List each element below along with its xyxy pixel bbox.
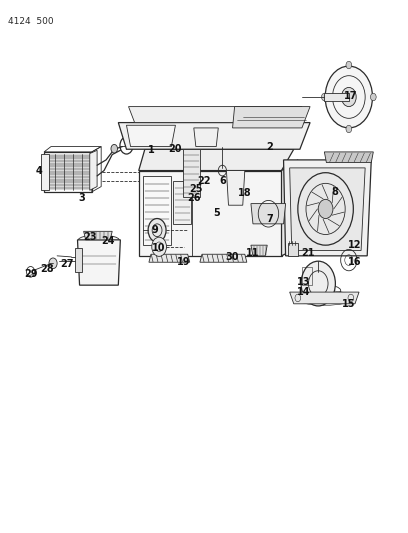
- Bar: [302, 266, 312, 285]
- Polygon shape: [139, 149, 294, 171]
- Text: 8: 8: [331, 187, 338, 197]
- Circle shape: [325, 66, 373, 128]
- Text: 6: 6: [219, 176, 226, 186]
- Polygon shape: [290, 168, 365, 251]
- Polygon shape: [126, 125, 175, 147]
- Text: 29: 29: [24, 270, 38, 279]
- Polygon shape: [251, 204, 286, 224]
- Circle shape: [346, 125, 352, 133]
- Polygon shape: [233, 107, 310, 128]
- Polygon shape: [251, 245, 267, 256]
- Text: 23: 23: [83, 232, 97, 242]
- Bar: [49, 154, 90, 190]
- Text: 28: 28: [40, 264, 54, 274]
- Circle shape: [148, 219, 166, 242]
- Text: 21: 21: [301, 248, 315, 258]
- Circle shape: [318, 199, 333, 219]
- Polygon shape: [78, 240, 120, 285]
- Text: 13: 13: [297, 278, 311, 287]
- Text: 22: 22: [197, 176, 211, 186]
- Circle shape: [49, 258, 57, 269]
- Text: 4: 4: [35, 166, 42, 175]
- Circle shape: [111, 144, 118, 153]
- Polygon shape: [90, 150, 97, 190]
- Polygon shape: [41, 154, 49, 190]
- Polygon shape: [282, 160, 298, 256]
- Polygon shape: [118, 123, 310, 149]
- Polygon shape: [173, 181, 191, 224]
- Polygon shape: [84, 231, 112, 240]
- Text: 19: 19: [177, 257, 191, 267]
- Polygon shape: [143, 176, 171, 245]
- Text: 25: 25: [189, 184, 203, 194]
- Polygon shape: [324, 93, 349, 101]
- Text: 24: 24: [101, 236, 115, 246]
- Text: 9: 9: [152, 225, 158, 235]
- Circle shape: [301, 261, 335, 306]
- Text: 10: 10: [152, 243, 166, 253]
- Circle shape: [152, 237, 166, 256]
- Polygon shape: [183, 149, 200, 197]
- Polygon shape: [288, 243, 298, 256]
- Circle shape: [322, 93, 327, 101]
- Text: 3: 3: [78, 193, 85, 203]
- Text: 11: 11: [246, 248, 260, 258]
- Text: 27: 27: [60, 259, 74, 269]
- Polygon shape: [139, 171, 282, 256]
- Polygon shape: [284, 160, 371, 256]
- Text: 16: 16: [348, 257, 362, 267]
- Text: 17: 17: [344, 91, 358, 101]
- Text: 14: 14: [297, 287, 311, 297]
- Polygon shape: [75, 248, 82, 272]
- Text: 2: 2: [266, 142, 273, 151]
- Polygon shape: [324, 152, 373, 163]
- Circle shape: [370, 93, 376, 101]
- Text: 4124  500: 4124 500: [8, 17, 54, 26]
- Polygon shape: [226, 171, 245, 205]
- Polygon shape: [129, 107, 302, 123]
- Text: 26: 26: [187, 193, 201, 203]
- Polygon shape: [149, 254, 190, 262]
- Polygon shape: [290, 292, 359, 304]
- Text: 1: 1: [148, 146, 154, 155]
- Circle shape: [341, 87, 356, 107]
- Text: 7: 7: [266, 214, 273, 223]
- Text: 12: 12: [348, 240, 362, 250]
- Text: 20: 20: [169, 144, 182, 154]
- Circle shape: [346, 61, 352, 69]
- Text: 18: 18: [238, 189, 252, 198]
- Text: 15: 15: [342, 299, 356, 309]
- Text: 30: 30: [226, 252, 239, 262]
- Polygon shape: [194, 128, 218, 147]
- Text: 5: 5: [213, 208, 220, 218]
- Ellipse shape: [78, 235, 119, 245]
- Polygon shape: [200, 254, 247, 262]
